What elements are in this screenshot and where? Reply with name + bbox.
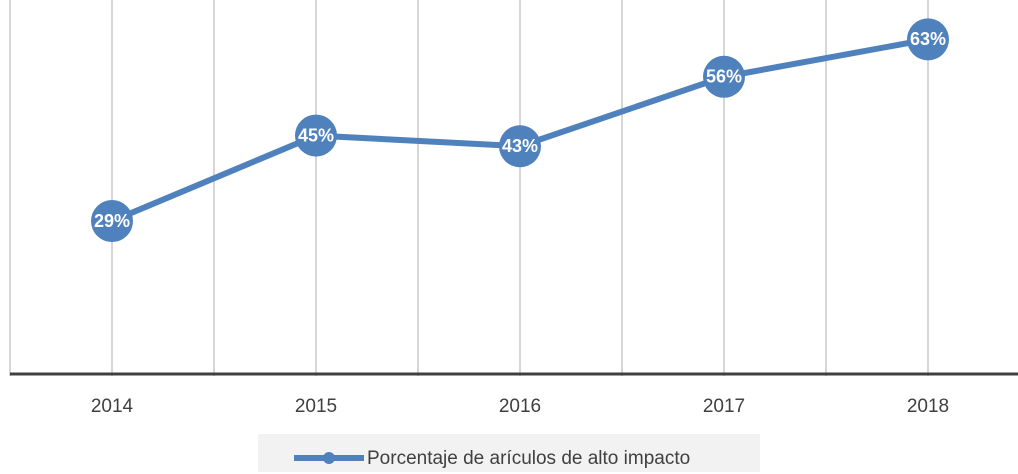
x-tick-label: 2018 [907, 396, 949, 417]
legend-label: Porcentaje de arículos de alto impacto [367, 448, 690, 469]
marker [499, 125, 541, 168]
data-label: 63% [910, 29, 946, 49]
marker [907, 18, 949, 61]
data-label: 56% [706, 67, 742, 87]
marker [295, 114, 337, 157]
data-label: 29% [94, 211, 130, 231]
data-label: 43% [502, 136, 538, 156]
x-tick-label: 2017 [703, 396, 745, 417]
data-label: 45% [298, 125, 334, 145]
x-tick-label: 2016 [499, 396, 541, 417]
marker [91, 200, 133, 243]
x-tick-label: 2014 [91, 396, 134, 417]
legend-box [258, 434, 760, 472]
x-tick-label: 2015 [295, 396, 337, 417]
legend-marker [323, 452, 335, 464]
marker [703, 55, 745, 98]
